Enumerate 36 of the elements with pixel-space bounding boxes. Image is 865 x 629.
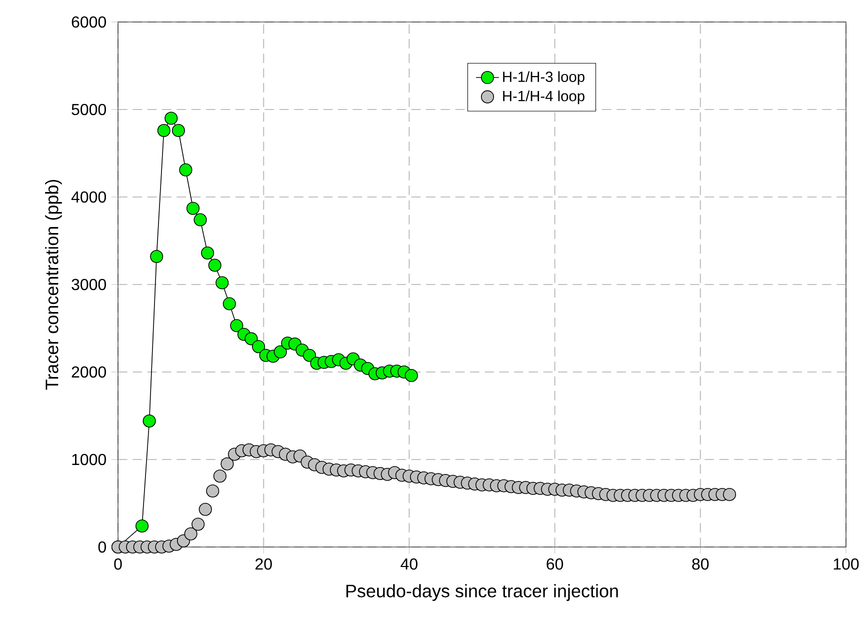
point bbox=[150, 250, 164, 264]
x-tick-label: 100 bbox=[834, 558, 859, 570]
point bbox=[208, 258, 222, 272]
x-axis-title: Pseudo-days since tracer injection bbox=[346, 584, 618, 601]
point bbox=[142, 414, 156, 428]
x-tick-label: 80 bbox=[692, 558, 709, 570]
point bbox=[274, 345, 287, 358]
point bbox=[179, 163, 192, 176]
point bbox=[216, 276, 229, 290]
y-tick-label: 1000 bbox=[72, 454, 106, 466]
point bbox=[136, 519, 149, 533]
legend-label: H-1/H-4 loop bbox=[503, 90, 584, 104]
point bbox=[157, 124, 170, 138]
point bbox=[230, 319, 244, 332]
legend-label: H-1/H-3 loop bbox=[503, 71, 584, 85]
point bbox=[222, 297, 236, 310]
point bbox=[404, 368, 418, 382]
y-tick-label: 3000 bbox=[72, 278, 106, 290]
y-axis-title: Tracer concentration (ppb) bbox=[45, 180, 62, 390]
point bbox=[172, 124, 185, 138]
x-tick-label: 20 bbox=[256, 558, 272, 570]
y-tick-label: 4000 bbox=[71, 191, 106, 203]
y-tick-label: 6000 bbox=[72, 16, 106, 28]
point bbox=[302, 348, 316, 362]
y-tick-label: 0 bbox=[98, 541, 106, 553]
point bbox=[194, 213, 207, 226]
x-tick-label: 60 bbox=[546, 558, 564, 570]
point bbox=[186, 202, 200, 215]
x-tick-label: 0 bbox=[114, 558, 122, 570]
y-tick-label: 2000 bbox=[72, 366, 106, 378]
point bbox=[201, 246, 214, 260]
x-tick-label: 40 bbox=[400, 558, 418, 570]
point bbox=[164, 112, 178, 125]
point bbox=[244, 332, 258, 346]
y-tick-label: 5000 bbox=[72, 104, 106, 116]
point bbox=[252, 340, 266, 354]
